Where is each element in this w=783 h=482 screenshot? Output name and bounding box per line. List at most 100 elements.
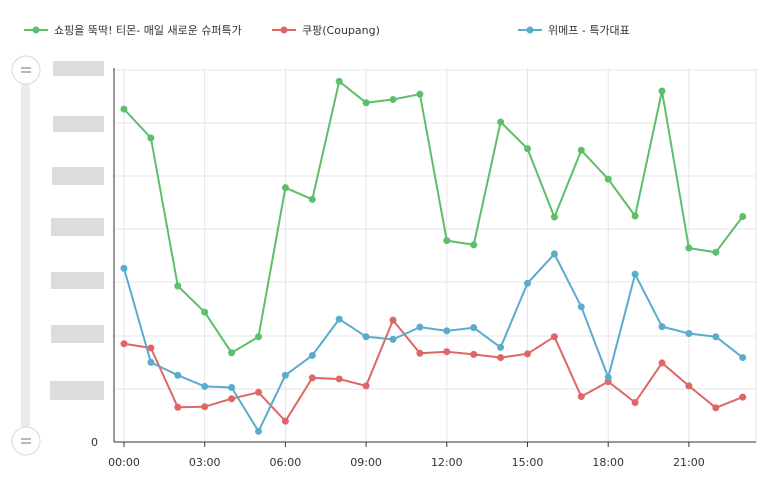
data-point[interactable] (497, 118, 505, 126)
data-point[interactable] (739, 393, 747, 401)
gridlines (114, 68, 757, 442)
data-point[interactable] (147, 344, 155, 352)
data-point[interactable] (470, 241, 478, 249)
data-point[interactable] (228, 395, 236, 403)
data-point[interactable] (147, 134, 155, 142)
data-point[interactable] (174, 282, 182, 290)
data-point[interactable] (416, 323, 424, 331)
data-point[interactable] (577, 303, 585, 311)
data-point[interactable] (550, 213, 558, 221)
data-point[interactable] (174, 403, 182, 411)
x-tick-label: 18:00 (592, 456, 624, 469)
legend-swatch-marker (526, 26, 534, 34)
data-point[interactable] (335, 77, 343, 85)
data-point[interactable] (497, 354, 505, 362)
data-point[interactable] (550, 250, 558, 258)
data-point[interactable] (362, 382, 370, 390)
data-point[interactable] (308, 374, 316, 382)
data-point[interactable] (658, 323, 666, 331)
x-tick-label: 03:00 (189, 456, 221, 469)
data-point[interactable] (389, 335, 397, 343)
legend-label: 쇼핑을 뚝딱! 티몬- 매일 새로운 슈퍼특가 (54, 23, 242, 37)
data-point[interactable] (308, 351, 316, 359)
data-point[interactable] (577, 146, 585, 154)
y-axis-ticks: 0 (91, 436, 98, 449)
data-point[interactable] (308, 195, 316, 203)
scrollbar-handle-top[interactable] (11, 55, 41, 85)
data-point[interactable] (524, 279, 531, 287)
y-axis-label-placeholder (51, 218, 104, 236)
y-tick-label: 0 (91, 436, 98, 449)
data-point[interactable] (631, 398, 639, 406)
series-line (123, 252, 744, 433)
data-point[interactable] (255, 388, 262, 396)
data-point[interactable] (524, 145, 531, 153)
data-point[interactable] (201, 403, 209, 411)
data-point[interactable] (228, 349, 236, 357)
data-point[interactable] (685, 244, 693, 252)
data-point[interactable] (174, 371, 182, 379)
data-point[interactable] (281, 184, 289, 192)
series (120, 316, 747, 425)
scrollbar-track[interactable] (21, 72, 30, 438)
data-point[interactable] (685, 382, 693, 390)
legend-item[interactable]: 위메프 - 특가대표 (518, 24, 630, 37)
data-point[interactable] (604, 373, 612, 381)
y-axis-label-placeholder (51, 325, 104, 343)
legend[interactable]: 쇼핑을 뚝딱! 티몬- 매일 새로운 슈퍼특가 쿠팡(Coupang) 위메프 - … (24, 23, 630, 37)
data-point[interactable] (470, 350, 478, 358)
data-point[interactable] (658, 87, 666, 95)
y-axis-label-placeholder (52, 167, 104, 185)
data-point[interactable] (147, 358, 155, 366)
data-point[interactable] (201, 308, 209, 316)
data-point[interactable] (739, 213, 747, 221)
data-point[interactable] (631, 270, 639, 278)
y-axis-label-placeholder (50, 381, 104, 400)
data-point[interactable] (712, 404, 720, 412)
data-point[interactable] (443, 348, 451, 356)
x-axis-ticks: 00:00 03:00 06:00 09:00 12:00 15:00 18:00 21:00 (108, 442, 705, 469)
data-point[interactable] (631, 212, 639, 220)
data-point[interactable] (577, 393, 585, 401)
series-layer (120, 77, 747, 435)
data-point[interactable] (712, 248, 720, 256)
data-point[interactable] (497, 343, 505, 351)
scrollbar-handle-bottom[interactable] (11, 426, 41, 456)
data-point[interactable] (255, 333, 262, 341)
data-point[interactable] (443, 327, 451, 335)
data-point[interactable] (658, 359, 666, 367)
legend-item[interactable]: 쿠팡(Coupang) (272, 24, 380, 37)
data-point[interactable] (712, 333, 720, 341)
y-axis-label-placeholders (50, 61, 104, 400)
data-point[interactable] (389, 316, 397, 324)
data-point[interactable] (389, 96, 397, 104)
data-point[interactable] (470, 324, 478, 332)
legend-item[interactable]: 쇼핑을 뚝딱! 티몬- 매일 새로운 슈퍼특가 (24, 23, 242, 37)
data-point[interactable] (524, 350, 531, 358)
data-point[interactable] (739, 354, 747, 362)
grip-icon (21, 438, 31, 444)
data-point[interactable] (120, 340, 128, 348)
data-point[interactable] (416, 90, 424, 98)
vertical-scrollbar[interactable] (11, 55, 41, 456)
data-point[interactable] (281, 417, 289, 425)
data-point[interactable] (604, 175, 612, 183)
data-point[interactable] (120, 105, 128, 113)
data-point[interactable] (281, 371, 289, 379)
x-tick-label: 09:00 (350, 456, 382, 469)
data-point[interactable] (443, 237, 451, 245)
data-point[interactable] (201, 382, 209, 390)
data-point[interactable] (228, 384, 236, 392)
data-point[interactable] (255, 427, 262, 435)
data-point[interactable] (362, 333, 370, 341)
data-point[interactable] (685, 330, 693, 338)
x-tick-label: 00:00 (108, 456, 140, 469)
data-point[interactable] (335, 375, 343, 383)
data-point[interactable] (550, 333, 558, 341)
data-point[interactable] (362, 99, 370, 107)
data-point[interactable] (335, 315, 343, 323)
data-point[interactable] (416, 349, 424, 357)
y-axis-label-placeholder (53, 61, 104, 76)
data-point[interactable] (120, 264, 128, 272)
